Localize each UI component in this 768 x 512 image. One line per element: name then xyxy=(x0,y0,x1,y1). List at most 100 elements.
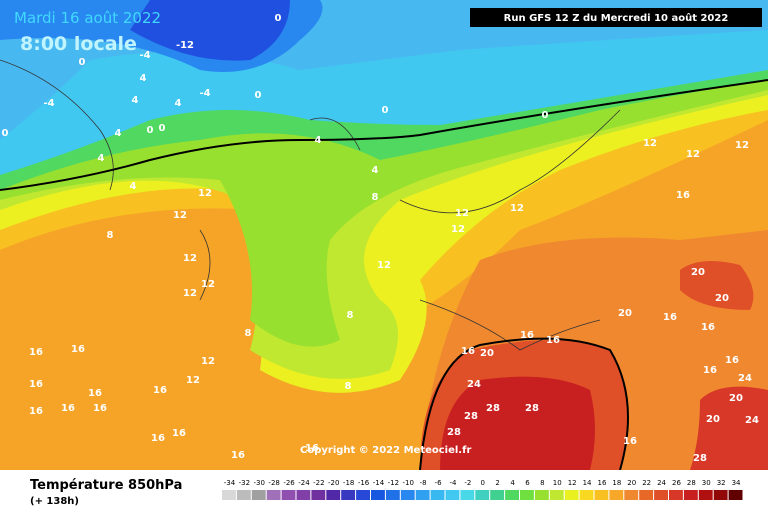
copyright: Copyright © 2022 Meteociel.fr xyxy=(300,445,471,456)
contour-label: 16 xyxy=(29,379,43,390)
legend-label: -32 xyxy=(239,479,250,487)
contour-label: 16 xyxy=(61,403,75,414)
legend-swatch xyxy=(236,490,251,500)
contour-label: 20 xyxy=(715,293,729,304)
legend-swatch xyxy=(475,490,490,500)
isotherm-20 xyxy=(419,337,629,470)
legend-swatch xyxy=(326,490,341,500)
contour-label: 16 xyxy=(703,365,717,376)
legend-swatch xyxy=(698,490,713,500)
field-title: Température 850hPa xyxy=(30,478,182,493)
contour-label: 20 xyxy=(618,308,632,319)
legend-label: 4 xyxy=(510,479,515,487)
legend-label: -34 xyxy=(224,479,236,487)
legend-label: 28 xyxy=(687,479,696,487)
legend-swatch xyxy=(579,490,594,500)
contour-label: 12 xyxy=(686,149,700,160)
contour-label: 0 xyxy=(147,125,154,136)
legend-swatch xyxy=(534,490,549,500)
contour-label: 16 xyxy=(676,190,690,201)
contour-label: 4 xyxy=(98,153,105,164)
legend-swatch xyxy=(609,490,624,500)
legend-label: 12 xyxy=(568,479,577,487)
contour-label: 4 xyxy=(315,135,322,146)
contour-label: 28 xyxy=(464,411,478,422)
contour-label: 0 xyxy=(382,105,389,116)
contour-label: 0 xyxy=(2,128,9,139)
coastline xyxy=(0,59,621,351)
contour-label: -12 xyxy=(176,40,194,51)
contour-label: 20 xyxy=(729,393,743,404)
contour-label: 16 xyxy=(71,344,85,355)
contour-label: 16 xyxy=(546,335,560,346)
legend-swatch xyxy=(594,490,609,500)
contour-label: 28 xyxy=(693,453,707,464)
contour-label: 16 xyxy=(520,330,534,341)
legend-swatch xyxy=(296,490,311,500)
legend-label: -10 xyxy=(403,479,414,487)
legend-swatch xyxy=(415,490,430,500)
legend-label: 34 xyxy=(732,479,741,487)
legend-swatch xyxy=(266,490,281,500)
contour-label: 12 xyxy=(201,356,215,367)
contour-label: 16 xyxy=(701,322,715,333)
contour-label: 4 xyxy=(132,95,139,106)
contour-label: 28 xyxy=(486,403,500,414)
contour-label: 4 xyxy=(130,181,137,192)
run-info: Run GFS 12 Z du Mercredi 10 août 2022 xyxy=(504,12,729,24)
contour-label: 20 xyxy=(706,414,720,425)
legend-label: 14 xyxy=(583,479,592,487)
isotherm-0 xyxy=(0,79,768,191)
legend-label: -18 xyxy=(343,479,354,487)
contour-label: 8 xyxy=(372,192,379,203)
contour-label: 12 xyxy=(510,203,524,214)
legend-label: -12 xyxy=(388,479,399,487)
contour-label: 8 xyxy=(345,381,352,392)
legend-swatch xyxy=(460,490,475,500)
temperature-field xyxy=(0,0,768,470)
legend-swatch xyxy=(371,490,385,500)
contour-label: 16 xyxy=(725,355,739,366)
contour-label: 12 xyxy=(173,210,187,221)
contour-label: 16 xyxy=(151,433,165,444)
legend-label: -30 xyxy=(254,479,265,487)
legend-label: -4 xyxy=(449,479,457,487)
forecast-time: 8:00 locale xyxy=(20,33,137,55)
contour-label: 28 xyxy=(525,403,539,414)
contour-label: 12 xyxy=(643,138,657,149)
contour-label: 8 xyxy=(245,328,252,339)
legend-label: 26 xyxy=(672,479,681,487)
legend-label: 24 xyxy=(657,479,666,487)
legend-swatch xyxy=(520,490,534,500)
legend-swatch xyxy=(222,490,236,500)
run-box xyxy=(470,8,762,27)
legend-swatch xyxy=(445,490,460,500)
legend-swatch xyxy=(385,490,400,500)
legend-swatch xyxy=(356,490,370,500)
legend-label: 10 xyxy=(553,479,562,487)
legend-swatch xyxy=(624,490,639,500)
contour-label: 16 xyxy=(231,450,245,461)
contour-label: 0 xyxy=(159,123,166,134)
contour-label: 16 xyxy=(461,346,475,357)
contour-label: 24 xyxy=(745,415,759,426)
legend-swatch xyxy=(564,490,579,500)
contour-label: 20 xyxy=(691,267,705,278)
contour-label: 12 xyxy=(201,279,215,290)
contour-label: 12 xyxy=(735,140,749,151)
legend-label: -22 xyxy=(313,479,324,487)
legend-label: 32 xyxy=(717,479,726,487)
legend-label: 30 xyxy=(702,479,711,487)
lead-time: (+ 138h) xyxy=(30,496,79,507)
legend-label: -6 xyxy=(435,479,443,487)
legend-swatch xyxy=(400,490,415,500)
legend-label: -16 xyxy=(358,479,370,487)
contour-label: 0 xyxy=(79,57,86,68)
contour-label: 8 xyxy=(347,310,354,321)
contour-label: 16 xyxy=(305,443,319,454)
contour-label: 12 xyxy=(377,260,391,271)
legend-swatch xyxy=(430,490,445,500)
contour-label: 12 xyxy=(455,208,469,219)
